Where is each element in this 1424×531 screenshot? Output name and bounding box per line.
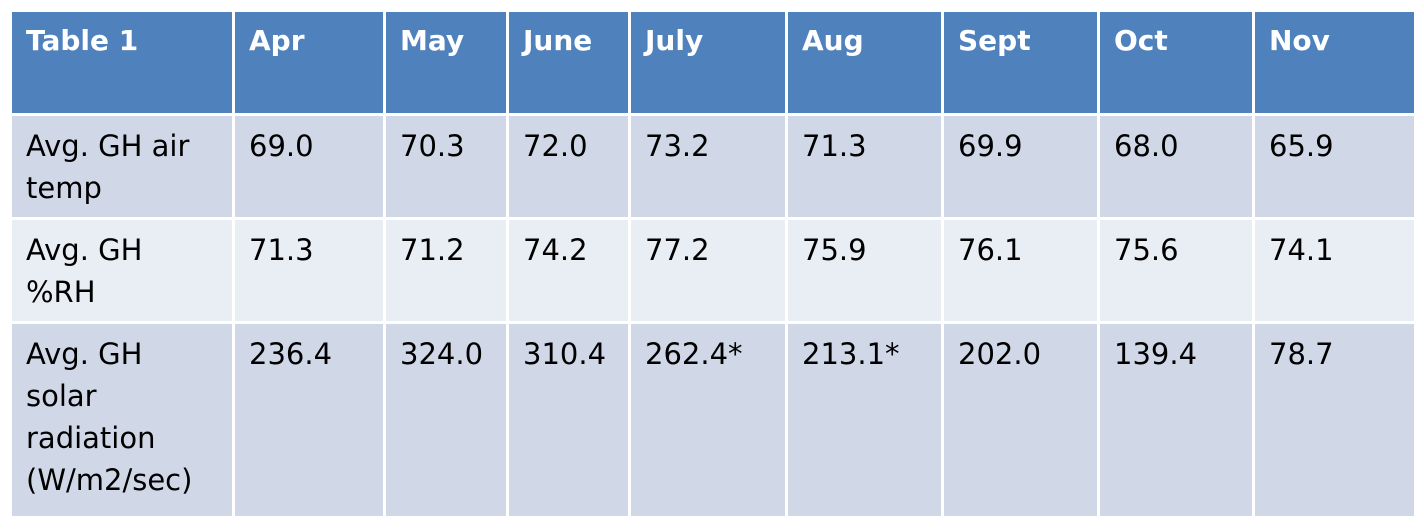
- table-cell: 213.1*: [788, 324, 944, 516]
- row-label-line: %RH: [26, 275, 96, 309]
- table-cell: 78.7: [1255, 324, 1414, 516]
- table-cell: 75.6: [1100, 220, 1255, 324]
- table-cell: 77.2: [631, 220, 788, 324]
- row-label-line: temp: [26, 171, 102, 205]
- table-cell: 324.0: [386, 324, 509, 516]
- table-cell: 202.0: [944, 324, 1100, 516]
- table-cell: 65.9: [1255, 116, 1414, 220]
- table-cell: 69.9: [944, 116, 1100, 220]
- header-cell-july: July: [631, 12, 788, 116]
- table-cell: 310.4: [509, 324, 631, 516]
- table-cell: 71.3: [788, 116, 944, 220]
- row-label-line: radiation: [26, 421, 156, 455]
- row-label: Avg. GH solar radiation (W/m2/sec): [12, 324, 235, 516]
- row-label-line: (W/m2/sec): [26, 463, 193, 497]
- table-cell: 76.1: [944, 220, 1100, 324]
- header-cell-nov: Nov: [1255, 12, 1414, 116]
- header-row: Table 1 Apr May June July Aug Sept Oct N…: [12, 12, 1414, 116]
- header-cell-may: May: [386, 12, 509, 116]
- table-row-air-temp: Avg. GH air temp 69.0 70.3 72.0 73.2 71.3…: [12, 116, 1414, 220]
- table-row-rh: Avg. GH %RH 71.3 71.2 74.2 77.2 75.9 76.1…: [12, 220, 1414, 324]
- row-label-line: Avg. GH: [26, 337, 143, 371]
- header-cell-june: June: [509, 12, 631, 116]
- table-cell: 74.2: [509, 220, 631, 324]
- table-cell: 68.0: [1100, 116, 1255, 220]
- table-cell: 236.4: [235, 324, 386, 516]
- table-cell: 262.4*: [631, 324, 788, 516]
- table-cell: 70.3: [386, 116, 509, 220]
- row-label-line: Avg. GH: [26, 233, 143, 267]
- row-label: Avg. GH air temp: [12, 116, 235, 220]
- header-cell-oct: Oct: [1100, 12, 1255, 116]
- table-cell: 139.4: [1100, 324, 1255, 516]
- header-cell-sept: Sept: [944, 12, 1100, 116]
- table-cell: 72.0: [509, 116, 631, 220]
- table-cell: 71.3: [235, 220, 386, 324]
- table-cell: 69.0: [235, 116, 386, 220]
- row-label-line: Avg. GH air: [26, 129, 190, 163]
- table-cell: 73.2: [631, 116, 788, 220]
- header-cell-title: Table 1: [12, 12, 235, 116]
- data-table: Table 1 Apr May June July Aug Sept Oct N…: [12, 12, 1414, 516]
- header-cell-aug: Aug: [788, 12, 944, 116]
- header-cell-apr: Apr: [235, 12, 386, 116]
- table-cell: 71.2: [386, 220, 509, 324]
- table-row-solar: Avg. GH solar radiation (W/m2/sec) 236.4 32…: [12, 324, 1414, 516]
- table-cell: 74.1: [1255, 220, 1414, 324]
- table-cell: 75.9: [788, 220, 944, 324]
- row-label: Avg. GH %RH: [12, 220, 235, 324]
- row-label-line: solar: [26, 379, 97, 413]
